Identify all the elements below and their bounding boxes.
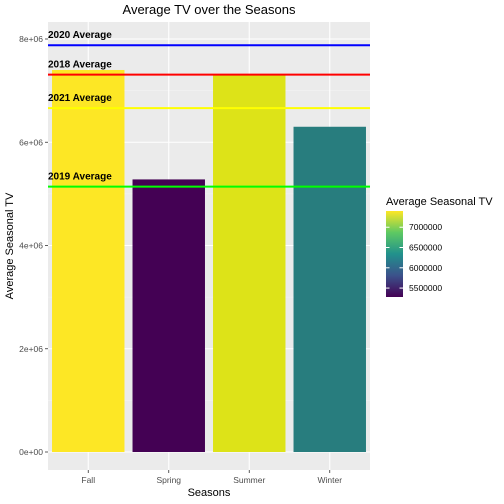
reference-line-label: 2021 Average [48, 93, 112, 104]
reference-line-label: 2019 Average [48, 172, 112, 183]
x-tick-label: Fall [81, 475, 95, 485]
y-tick-label: 2e+06 [19, 344, 43, 354]
reference-lines: 2020 Average 2018 Average 2021 Average 2019… [48, 30, 370, 188]
x-tick-label: Spring [156, 475, 181, 485]
x-axis: Fall Spring Summer Winter [81, 470, 342, 485]
bar-spring [132, 179, 205, 453]
reference-line-label: 2018 Average [48, 60, 112, 71]
x-tick-label: Winter [317, 475, 342, 485]
legend-ticks: 5500000 6000000 6500000 7000000 [386, 222, 442, 293]
y-tick-label: 0e+00 [19, 447, 43, 457]
x-axis-title: Seasons [188, 487, 231, 499]
bar-winter [293, 126, 366, 452]
y-tick-label: 6e+06 [19, 137, 43, 147]
legend-tick-label: 5500000 [409, 283, 442, 293]
y-axis-title: Average Seasonal TV [4, 192, 16, 299]
x-tick-label: Summer [233, 475, 265, 485]
chart-title: Average TV over the Seasons [123, 2, 296, 17]
y-tick-label: 4e+06 [19, 241, 43, 251]
legend: Average Seasonal TV 5500000 6000000 650000… [386, 196, 493, 297]
legend-tick-label: 7000000 [409, 222, 442, 232]
reference-line-label: 2020 Average [48, 30, 112, 41]
y-tick-label: 8e+06 [19, 34, 43, 44]
bars [52, 69, 366, 453]
bar-fall [52, 69, 125, 452]
legend-title: Average Seasonal TV [386, 196, 493, 208]
bar-summer [213, 74, 286, 452]
legend-colorbar [386, 211, 403, 297]
legend-tick-label: 6500000 [409, 243, 442, 253]
legend-tick-label: 6000000 [409, 263, 442, 273]
y-axis: 0e+00 2e+06 4e+06 6e+06 8e+06 [19, 34, 48, 457]
